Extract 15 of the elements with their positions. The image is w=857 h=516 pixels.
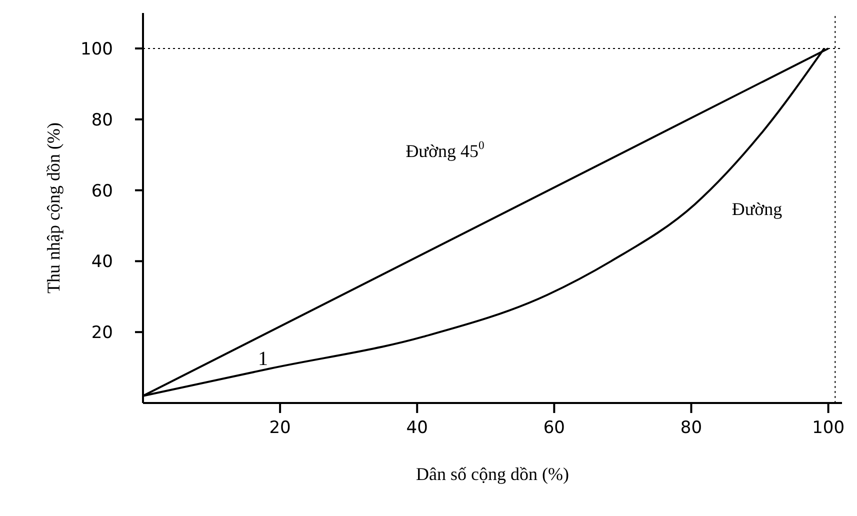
x-tick-label: 20 — [269, 418, 291, 438]
x-axis-title: Dân số cộng dồn (%) — [416, 464, 569, 484]
x-tick-label: 60 — [543, 418, 565, 438]
y-tick-label: 100 — [80, 39, 113, 60]
x-tick-label: 40 — [406, 418, 428, 438]
x-tick-label: 100 — [812, 418, 845, 438]
y-tick-label: 60 — [91, 181, 113, 202]
y-tick-label: 80 — [91, 110, 113, 130]
annotation: Đường — [732, 199, 782, 220]
y-axis-title: Thu nhập cộng dồn (%) — [43, 122, 64, 294]
y-tick-label: 20 — [91, 323, 113, 344]
y-tick-label: 40 — [91, 252, 113, 272]
annotation: Đường 45$^{0}$ — [406, 139, 484, 162]
annotation: 1 — [258, 348, 268, 370]
x-tick-label: 80 — [680, 418, 702, 438]
